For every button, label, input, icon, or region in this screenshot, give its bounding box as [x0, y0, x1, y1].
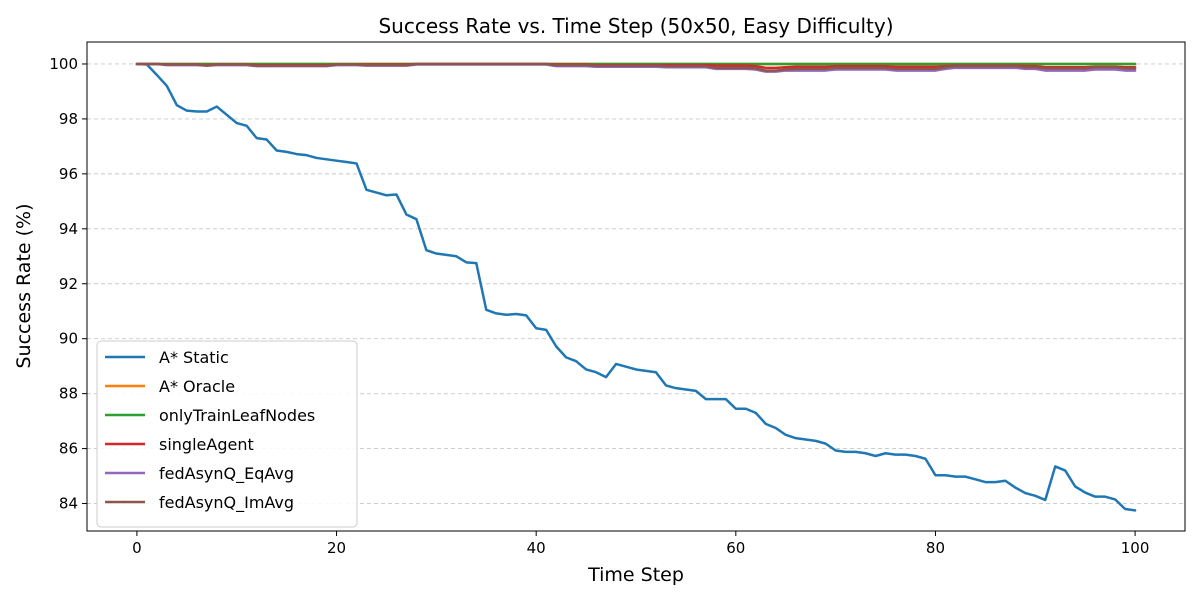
- series-lines: [135, 62, 1137, 512]
- legend: A* Static A* Oracle onlyTrainLeafNodes sing…: [96, 340, 358, 528]
- y-axis-ticks: 84 86 88 90 92 94 96 98 100: [49, 55, 87, 513]
- y-tick-label: 94: [59, 220, 78, 238]
- y-tick-label: 86: [59, 440, 78, 458]
- legend-label: A* Static: [159, 348, 229, 367]
- y-tick-label: 98: [59, 110, 78, 128]
- legend-label: onlyTrainLeafNodes: [159, 406, 315, 425]
- y-tick-label: 92: [59, 275, 78, 293]
- x-axis-ticks: 0 20 40 60 80 100: [132, 531, 1149, 557]
- x-tick-label: 40: [527, 539, 546, 557]
- x-tick-label: 60: [726, 539, 745, 557]
- legend-label: fedAsynQ_EqAvg: [159, 464, 294, 484]
- y-tick-label: 100: [49, 55, 78, 73]
- legend-label: fedAsynQ_ImAvg: [159, 493, 294, 513]
- y-tick-label: 88: [59, 385, 78, 403]
- chart-title: Success Rate vs. Time Step (50x50, Easy …: [378, 14, 893, 38]
- y-tick-label: 96: [59, 165, 78, 183]
- series-line-fedasynq-imavg: [135, 62, 1137, 72]
- x-tick-label: 80: [926, 539, 945, 557]
- plot-frame: [86, 41, 1186, 532]
- x-axis-title: Time Step: [587, 564, 684, 586]
- y-tick-label: 84: [59, 495, 78, 513]
- legend-label: singleAgent: [159, 435, 254, 454]
- legend-label: A* Oracle: [159, 377, 235, 396]
- x-tick-label: 20: [327, 539, 346, 557]
- y-tick-label: 90: [59, 330, 78, 348]
- x-tick-label: 0: [132, 539, 142, 557]
- series-line-a-static: [135, 62, 1137, 512]
- legend-box: [96, 340, 358, 528]
- x-tick-label: 100: [1121, 539, 1150, 557]
- y-axis-title: Success Rate (%): [13, 203, 35, 368]
